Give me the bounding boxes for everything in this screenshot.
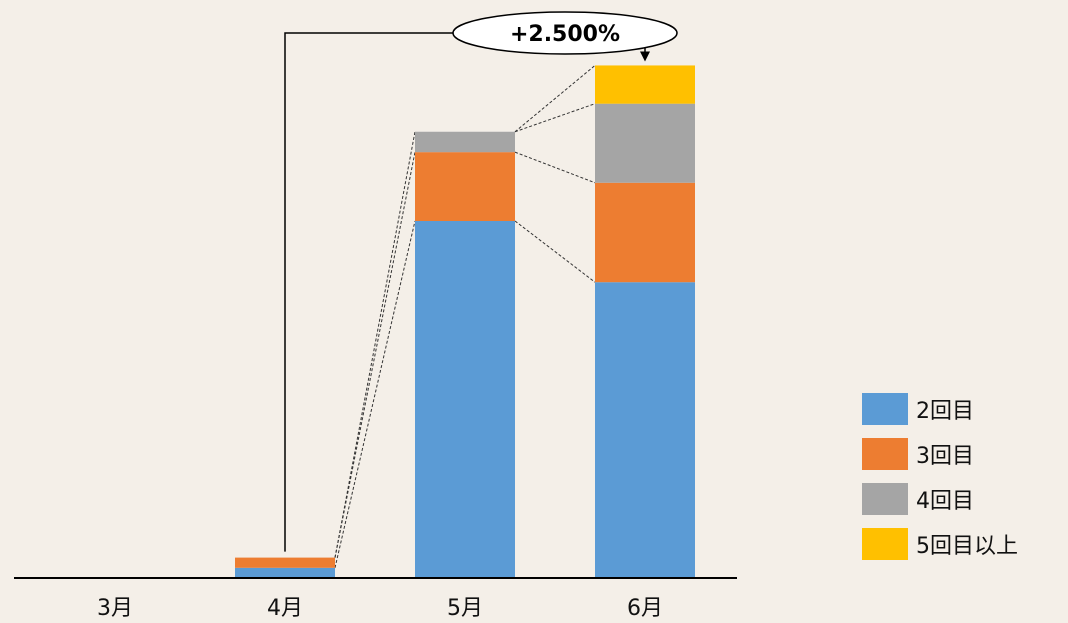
bar-segment-6月-2回目 [595,282,695,578]
connector-line [334,152,416,558]
bar-segment-4月-3回目 [235,557,335,568]
x-tick-label: 4月 [267,596,303,621]
legend-label: 5回目以上 [916,534,1018,559]
legend: 2回目 3回目 4回目 5回目以上 [862,393,1018,560]
callout-ellipse [452,11,678,55]
legend-label: 3回目 [916,444,974,469]
x-tick-label: 6月 [627,596,663,621]
legend-swatch [862,528,908,560]
legend-swatch [862,393,908,425]
bar-segment-6月-5回目以上 [595,65,695,104]
connector-line [514,220,596,283]
connector-line [334,220,416,568]
bar-segment-5月-2回目 [415,221,515,578]
bar-segment-6月-4回目 [595,103,695,183]
legend-label: 2回目 [916,399,974,424]
x-tick-label: 3月 [97,596,133,621]
connector-line [514,103,596,133]
connector-lines [334,65,596,579]
legend-label: 4回目 [916,489,974,514]
connector-line [514,151,596,184]
connector-line [334,131,416,558]
bar-segment-6月-3回目 [595,182,695,283]
x-tick-label: 5月 [447,596,483,621]
bar-segment-5月-3回目 [415,152,515,221]
arrow-down-icon [640,51,650,62]
bar-group [235,65,695,578]
connector-line [514,65,596,133]
legend-swatch [862,438,908,470]
x-tick-labels: 3月 4月 5月 6月 [97,596,663,621]
callout-label: +2.500% [510,22,620,47]
legend-swatch [862,483,908,515]
bar-segment-4月-2回目 [235,567,335,578]
bar-segment-5月-4回目 [415,131,515,153]
growth-callout: +2.500% [284,11,678,552]
